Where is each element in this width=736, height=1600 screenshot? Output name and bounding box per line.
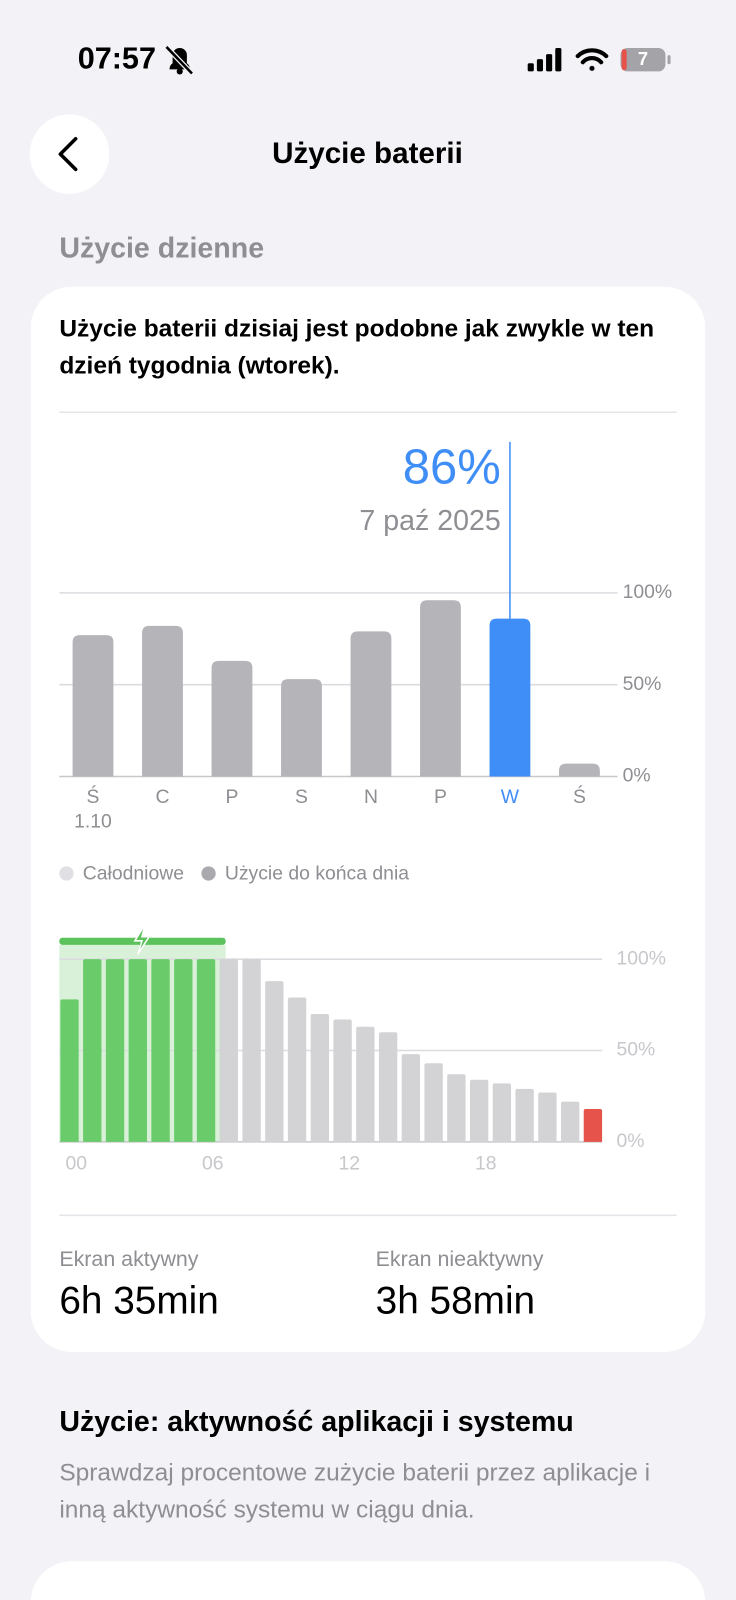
bar [72,635,114,777]
bar [196,959,216,1142]
bar [105,959,125,1142]
bar [219,959,238,1142]
daily-chart: 0% 50% 100% Ś 1.10 C P S N P 86% 7 paź 2025 W Ś Całodn… [59,440,673,885]
bar [401,1054,421,1142]
bar [174,959,193,1142]
bar [151,959,170,1142]
bar [583,1108,603,1142]
bar [559,763,600,777]
y-tick-label: 0% [623,765,651,787]
x-tick-label: P [434,786,447,808]
legend-label: Całodniowe [83,863,184,885]
y-tick-label: 100% [623,581,673,603]
card [30,286,706,1353]
y-tick-label: 100% [616,947,666,969]
legend-swatch [59,866,74,881]
summary: Użycie baterii dzisiaj jest podobne jak … [59,315,655,380]
bar [378,1032,398,1142]
battery-icon: 7 [620,47,671,72]
bar [281,679,322,777]
highlight-date: 7 paź 2025 [359,505,500,537]
stat-value: 6h 35min [59,1279,218,1322]
y-tick-label: 50% [616,1039,655,1061]
apps-description: Sprawdzaj procentowe zużycie baterii prz… [59,1459,651,1524]
x-tick-sublabel: 1.10 [74,811,112,833]
stat-value: 3h 58min [376,1279,535,1322]
bar [83,959,102,1142]
battery-level: 7 [638,48,648,69]
bar [211,660,253,777]
bar [447,1074,466,1142]
silent-icon [164,45,194,76]
y-tick-label: 0% [616,1130,644,1152]
bar [515,1088,534,1142]
page-title: Użycie baterii [272,137,463,170]
bar [60,999,79,1142]
legend-label: Użycie do końca dnia [225,863,409,885]
bar [538,1092,557,1142]
x-tick-label: N [364,786,378,808]
bar [310,1013,330,1142]
stat-label: Ekran aktywny [59,1247,198,1271]
bar [489,618,531,777]
x-tick-label: 06 [202,1152,224,1174]
x-tick-label: 00 [65,1152,87,1174]
bar [265,981,284,1142]
x-tick-label: 12 [339,1152,361,1174]
bar [333,1019,352,1142]
section-title: Użycie dzienne [59,233,264,265]
bar [356,1026,375,1142]
y-tick-label: 50% [623,673,662,695]
bar [492,1083,512,1142]
card [30,1561,706,1600]
bar [128,959,147,1142]
bar [142,625,183,777]
back-button[interactable] [29,114,110,194]
apps-description-box: Sprawdzaj procentowe zużycie baterii prz… [59,1459,651,1524]
x-tick-label: Ś [87,784,100,808]
clock: 07:57 [78,41,156,75]
bar [242,959,261,1142]
apps-title: Użycie: aktywność aplikacji i systemu [59,1406,573,1438]
summary-box: Użycie baterii dzisiaj jest podobne jak … [59,315,655,380]
legend-swatch [201,866,216,881]
bar [287,997,307,1142]
x-tick-label: C [155,786,169,808]
wifi-icon [575,48,609,71]
bar [420,600,461,777]
x-tick-label: Ś [573,784,586,808]
x-tick-label: S [295,786,308,808]
x-tick-label: P [226,786,239,808]
signal-icon [527,47,562,72]
bar [350,631,392,777]
bar [560,1101,580,1142]
x-tick-label: W [501,786,520,808]
bar [469,1079,489,1142]
x-tick-label: 18 [475,1152,497,1174]
highlight-value: 86% [403,440,501,494]
charging-icon [133,924,151,955]
stat-label: Ekran nieaktywny [376,1247,544,1271]
bar [424,1063,443,1142]
hourly-chart: 0% 50% 100% 00 06 12 18 [59,924,666,1174]
